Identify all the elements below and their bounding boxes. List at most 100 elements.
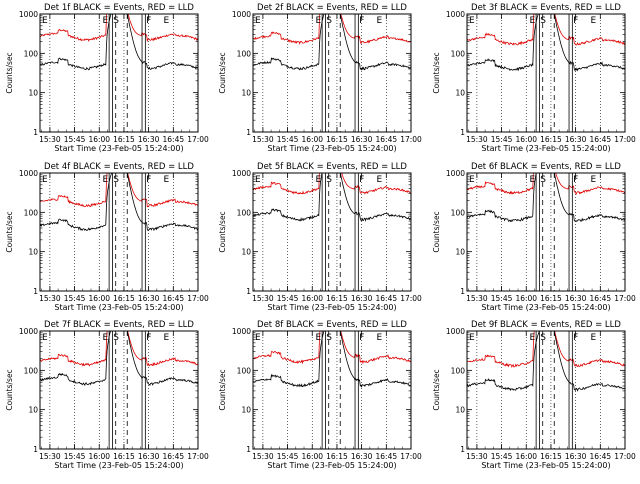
marker-e-label: E [315,16,321,26]
marker-e-label: E [163,16,169,26]
y-tick-label: 100 [24,366,39,375]
x-tick-label: 15:30 [252,294,274,303]
panel-title: Det 8f BLACK = Events, RED = LLD [257,320,407,330]
marker-e-label: E [469,175,475,185]
marker-s-label: S [540,16,546,26]
marker-f-label: F [359,175,364,185]
x-tick-label: 15:45 [277,452,299,461]
events-series-line [467,173,625,223]
marker-s-label: S [326,175,332,185]
x-tick-label: 15:30 [39,294,61,303]
x-tick-label: 16:30 [565,135,587,144]
y-tick-label: 1000 [446,169,465,178]
marker-s-label: S [326,16,332,26]
x-tick-label: 15:45 [277,135,299,144]
x-tick-label: 15:45 [277,294,299,303]
x-tick-label: 16:15 [326,294,348,303]
lld-series-line [40,331,198,367]
plot-frame [252,13,412,133]
y-axis-title: Counts/sec [5,369,14,410]
y-tick-label: 10 [28,89,38,98]
y-tick-label: 1 [33,287,38,296]
y-tick-label: 1000 [232,169,251,178]
x-tick-label: 16:30 [565,452,587,461]
marker-e-label: E [42,175,48,185]
marker-s-label: S [113,333,119,343]
y-axis-title: Counts/sec [218,52,227,93]
marker-e-label: E [255,16,261,26]
x-tick-label: 16:15 [540,452,562,461]
y-tick-label: 100 [24,49,39,58]
x-tick-label: 15:30 [466,452,488,461]
y-tick-label: 10 [455,406,465,415]
panel-title: Det 9f BLACK = Events, RED = LLD [471,320,621,330]
panel-title: Det 4f BLACK = Events, RED = LLD [44,162,194,172]
x-tick-label: 16:00 [88,294,110,303]
events-series-line [467,331,625,392]
x-tick-label: 16:15 [113,135,135,144]
y-tick-label: 1000 [19,327,38,336]
marker-f-label: F [146,16,151,26]
marker-e-label: E [42,333,48,343]
lld-series-line [40,173,198,208]
x-tick-label: 16:30 [138,294,160,303]
marker-e-label: E [590,333,596,343]
x-axis-title: Start Time (23-Feb-05 15:24:00) [267,461,396,470]
x-tick-label: 17:00 [614,135,636,144]
marker-f-label: F [573,175,578,185]
x-tick-label: 16:45 [590,294,612,303]
x-tick-label: 15:30 [39,452,61,461]
y-axis-title: Counts/sec [432,211,441,252]
y-tick-label: 10 [28,248,38,257]
marker-e-label: E [102,333,108,343]
x-tick-label: 15:45 [64,135,86,144]
x-tick-label: 15:45 [491,294,513,303]
y-tick-label: 1 [460,287,465,296]
marker-f-label: F [146,333,151,343]
marker-f-label: F [359,16,364,26]
x-tick-label: 16:00 [515,452,537,461]
marker-s-label: S [540,333,546,343]
x-tick-label: 15:30 [252,135,274,144]
x-tick-label: 16:30 [565,294,587,303]
marker-e-label: E [529,333,535,343]
events-series-line [253,331,411,388]
y-tick-label: 100 [451,208,466,217]
marker-e-label: E [163,333,169,343]
plot-frame [39,172,199,292]
panel-title: Det 1f BLACK = Events, RED = LLD [44,3,194,13]
events-series-line [40,14,198,71]
plot-frame [252,330,412,450]
y-tick-label: 1000 [19,169,38,178]
events-series-line [253,173,411,222]
panel-title: Det 5f BLACK = Events, RED = LLD [257,162,407,172]
marker-e-label: E [376,175,382,185]
marker-e-label: E [255,175,261,185]
x-axis-title: Start Time (23-Feb-05 15:24:00) [481,303,610,312]
y-tick-label: 1 [246,287,251,296]
x-tick-label: 16:45 [376,294,398,303]
x-tick-label: 16:00 [88,452,110,461]
x-tick-label: 16:00 [301,452,323,461]
x-tick-label: 16:15 [113,452,135,461]
y-tick-label: 100 [451,49,466,58]
events-series-line [40,331,198,386]
y-tick-label: 10 [28,406,38,415]
y-tick-label: 10 [241,248,251,257]
plot-frame [39,13,199,133]
y-tick-label: 1 [460,445,465,454]
lld-series-line [467,14,625,46]
marker-e-label: E [255,333,261,343]
marker-e-label: E [102,16,108,26]
x-tick-label: 15:45 [64,452,86,461]
x-tick-label: 16:00 [301,135,323,144]
y-tick-label: 1000 [446,327,465,336]
